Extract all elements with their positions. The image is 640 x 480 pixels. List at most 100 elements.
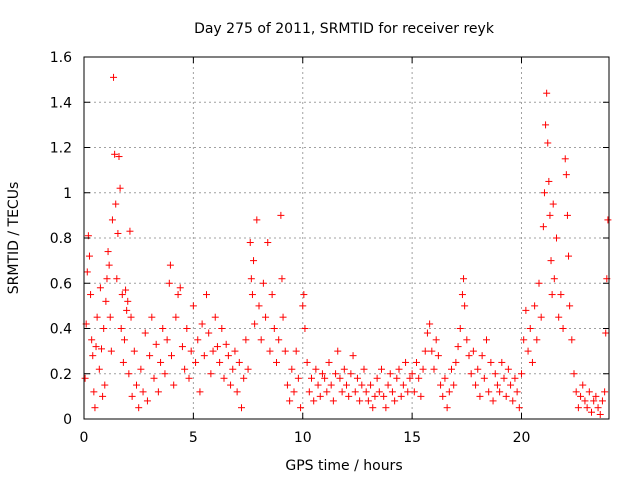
data-point xyxy=(531,302,539,310)
data-point xyxy=(270,325,278,332)
data-point xyxy=(480,374,488,382)
data-point xyxy=(262,313,270,321)
data-point xyxy=(579,381,587,389)
data-point xyxy=(561,155,569,163)
data-point xyxy=(496,388,504,396)
data-point xyxy=(259,279,267,287)
y-axis-label: SRMTID / TECUs xyxy=(6,182,22,295)
data-point xyxy=(565,252,573,260)
data-point xyxy=(399,381,407,389)
data-point xyxy=(378,365,385,373)
data-point xyxy=(528,358,536,366)
data-point xyxy=(127,313,135,321)
data-point xyxy=(590,397,598,405)
data-point xyxy=(550,275,558,283)
data-point xyxy=(559,325,567,332)
data-point xyxy=(119,358,127,366)
x-axis-label: GPS time / hours xyxy=(285,458,402,474)
data-point xyxy=(367,381,375,389)
data-point xyxy=(430,365,438,373)
x-tick-label: 10 xyxy=(294,430,312,446)
data-point xyxy=(163,336,171,344)
data-point xyxy=(417,392,425,400)
data-point xyxy=(297,404,305,412)
data-point xyxy=(203,291,210,299)
data-point xyxy=(198,320,206,328)
data-point xyxy=(242,336,250,344)
data-point xyxy=(553,234,560,242)
data-point xyxy=(106,313,114,321)
data-point xyxy=(266,347,274,355)
data-point xyxy=(98,345,105,353)
data-point xyxy=(413,358,420,366)
data-point xyxy=(255,302,263,310)
data-point xyxy=(85,252,93,260)
data-point xyxy=(548,291,556,299)
data-point xyxy=(547,257,555,265)
data-point xyxy=(283,381,291,389)
data-point xyxy=(83,268,91,276)
data-point xyxy=(117,325,125,332)
y-tick-labels: 0 0.2 0.4 0.6 0.8 1 1.2 1.4 1.6 xyxy=(50,50,72,428)
data-point xyxy=(314,381,322,389)
data-point xyxy=(419,365,427,373)
data-point xyxy=(310,397,318,405)
data-point xyxy=(570,370,578,378)
data-point xyxy=(81,374,89,382)
data-point xyxy=(557,291,565,299)
data-point xyxy=(448,365,455,373)
x-tick-label: 5 xyxy=(189,430,198,446)
data-point xyxy=(196,388,204,396)
data-point xyxy=(238,404,245,412)
data-point xyxy=(93,313,101,321)
data-point xyxy=(581,397,589,405)
y-tick-label: 0.2 xyxy=(50,367,72,383)
data-point xyxy=(103,275,111,283)
data-point xyxy=(364,397,372,405)
data-point xyxy=(585,388,593,396)
data-point xyxy=(545,177,553,185)
data-point xyxy=(504,365,512,373)
data-point xyxy=(543,89,551,97)
data-point xyxy=(102,297,110,305)
data-point xyxy=(279,313,287,321)
data-point xyxy=(347,370,355,378)
data-point xyxy=(157,358,165,366)
data-point xyxy=(428,347,436,355)
data-point xyxy=(601,388,609,396)
data-point xyxy=(92,343,100,351)
data-point xyxy=(443,404,451,412)
data-point xyxy=(509,397,517,405)
data-point xyxy=(146,352,154,360)
data-point xyxy=(251,320,259,328)
data-point xyxy=(461,302,469,310)
data-point xyxy=(290,388,298,396)
chart-title: Day 275 of 2011, SRMTID for receiver rey… xyxy=(194,21,495,37)
data-point xyxy=(515,404,523,412)
y-tick-label: 1.6 xyxy=(50,50,72,66)
data-point xyxy=(137,365,145,373)
data-point xyxy=(544,139,552,147)
data-point xyxy=(154,388,162,396)
data-point xyxy=(373,374,381,382)
data-point xyxy=(566,302,574,310)
data-point xyxy=(402,358,410,366)
data-point xyxy=(513,388,521,396)
data-point xyxy=(535,279,543,287)
data-point xyxy=(406,374,414,382)
data-point xyxy=(152,340,160,348)
data-point xyxy=(244,365,252,373)
data-point xyxy=(524,347,532,355)
data-point xyxy=(112,200,120,208)
data-point xyxy=(181,365,189,373)
data-point xyxy=(253,216,261,224)
data-point xyxy=(300,291,308,299)
data-point xyxy=(520,336,528,344)
data-point xyxy=(437,381,445,389)
x-tick-label: 15 xyxy=(403,430,421,446)
data-point xyxy=(465,352,473,360)
data-point xyxy=(185,374,193,382)
data-point xyxy=(450,381,458,389)
data-point xyxy=(268,291,276,299)
